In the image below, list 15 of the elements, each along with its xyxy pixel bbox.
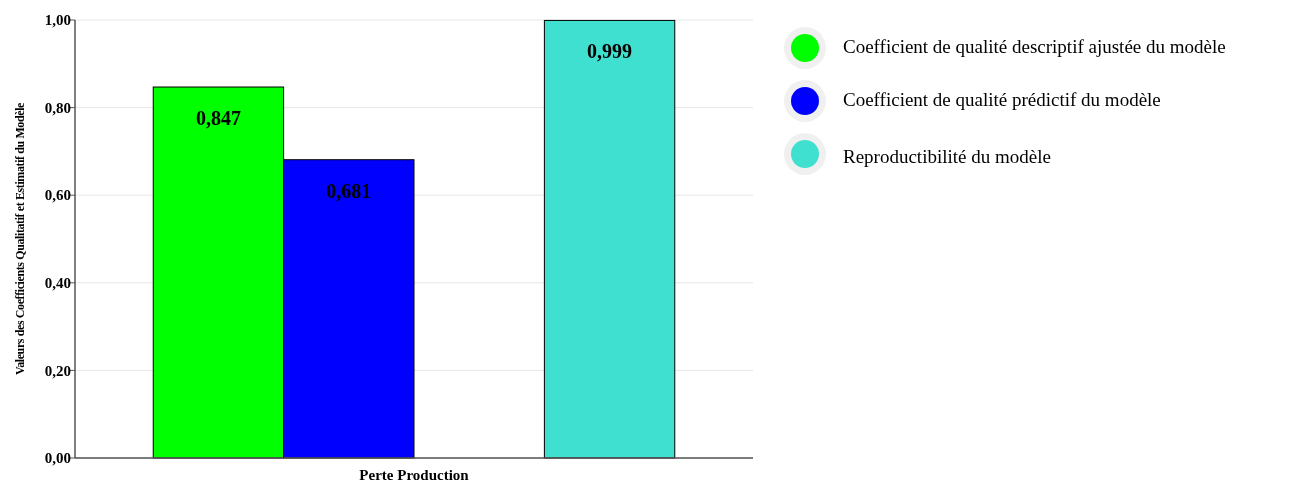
y-axis-title: Valeurs des Coefficients Qualitatif et Estimatif du Modèle: [13, 101, 27, 375]
data-label: 0,999: [587, 40, 633, 63]
legend-label: Coefficient de qualité descriptif ajustée du modèle: [843, 36, 1226, 57]
y-tick-label: 0,80: [44, 99, 71, 116]
y-tick-label: 0,20: [44, 362, 71, 379]
legend-label: Reproductibilité du modèle: [843, 146, 1051, 167]
y-tick-label: 1,00: [44, 12, 71, 29]
bar: [543, 19, 676, 459]
y-tick-label: 0,40: [44, 275, 71, 292]
x-tick-label: Perte Production: [359, 467, 470, 483]
data-label: 0,681: [326, 179, 372, 202]
y-tick-label: 0,00: [44, 450, 71, 467]
legend-label: Coefficient de qualité prédictif du modèle: [843, 89, 1161, 110]
data-label: 0,847: [195, 107, 241, 130]
y-tick-label: 0,60: [44, 187, 71, 204]
